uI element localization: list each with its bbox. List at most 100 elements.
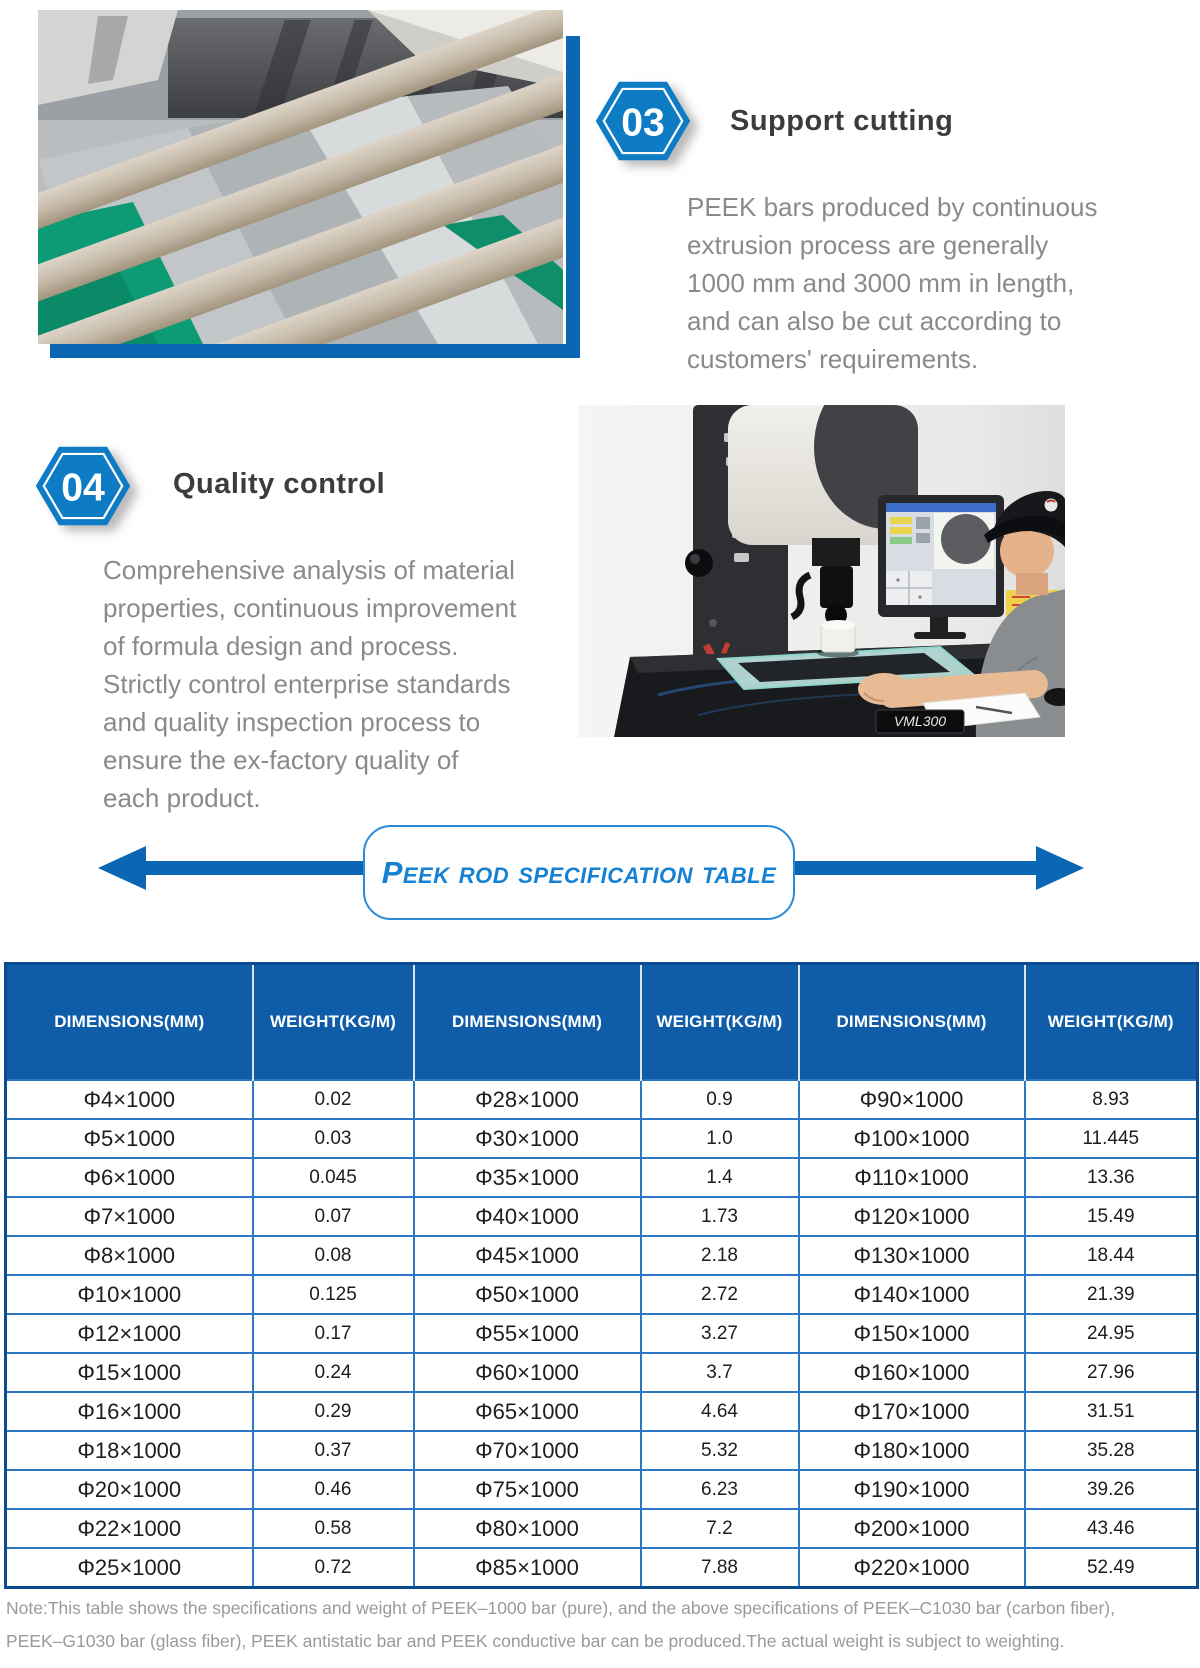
- table-row: Φ25×1000 0.72 Φ85×1000 7.88 Φ220×1000 52.49: [4, 1547, 1199, 1589]
- dimension-cell: Φ16×1000: [4, 1391, 254, 1432]
- dimension-cell: Φ25×1000: [4, 1547, 254, 1589]
- dimension-cell: Φ200×1000: [797, 1508, 1026, 1549]
- dimension-cell: Φ10×1000: [4, 1274, 254, 1315]
- weight-cell: 8.93: [1023, 1079, 1199, 1120]
- table-row: Φ18×1000 0.37 Φ70×1000 5.32 Φ180×1000 35.28: [4, 1430, 1199, 1471]
- dimension-cell: Φ150×1000: [797, 1313, 1026, 1354]
- weight-cell: 0.045: [251, 1157, 415, 1198]
- dimension-cell: Φ50×1000: [412, 1274, 642, 1315]
- dimension-cell: Φ30×1000: [412, 1118, 642, 1159]
- column-header: DIMENSIONS(MM): [5, 963, 253, 1080]
- peek-rods-photo: [38, 10, 563, 344]
- weight-cell: 0.17: [251, 1313, 415, 1354]
- section-04-badge: 04: [35, 446, 131, 526]
- weight-cell: 31.51: [1023, 1391, 1199, 1432]
- weight-cell: 27.96: [1023, 1352, 1199, 1393]
- weight-cell: 1.0: [639, 1118, 800, 1159]
- dimension-cell: Φ90×1000: [797, 1079, 1026, 1120]
- table-row: Φ4×1000 0.02 Φ28×1000 0.9 Φ90×1000 8.93: [4, 1079, 1199, 1120]
- table-note: Note:This table shows the specifications…: [6, 1598, 1115, 1651]
- table-row: Φ22×1000 0.58 Φ80×1000 7.2 Φ200×1000 43.46: [4, 1508, 1199, 1549]
- dimension-cell: Φ110×1000: [797, 1157, 1026, 1198]
- dimension-cell: Φ55×1000: [412, 1313, 642, 1354]
- spec-table-body: Φ4×1000 0.02 Φ28×1000 0.9 Φ90×1000 8.93 Φ5×100…: [4, 1079, 1199, 1589]
- section-04-title: Quality control: [173, 468, 386, 500]
- photo-blue-frame: [50, 36, 580, 358]
- dimension-cell: Φ100×1000: [797, 1118, 1026, 1159]
- weight-cell: 7.88: [639, 1547, 800, 1589]
- weight-cell: 11.445: [1023, 1118, 1199, 1159]
- dimension-cell: Φ75×1000: [412, 1469, 642, 1510]
- weight-cell: 0.58: [251, 1508, 415, 1549]
- weight-cell: 0.125: [251, 1274, 415, 1315]
- weight-cell: 35.28: [1023, 1430, 1199, 1471]
- dimension-cell: Φ7×1000: [4, 1196, 254, 1237]
- dimension-cell: Φ170×1000: [797, 1391, 1026, 1432]
- dimension-cell: Φ190×1000: [797, 1469, 1026, 1510]
- dimension-cell: Φ140×1000: [797, 1274, 1026, 1315]
- column-header: DIMENSIONS(MM): [797, 963, 1025, 1080]
- table-row: Φ10×1000 0.125 Φ50×1000 2.72 Φ140×1000 21.39: [4, 1274, 1199, 1315]
- weight-cell: 13.36: [1023, 1157, 1199, 1198]
- spec-table-banner: Peek rod specification table: [363, 825, 795, 920]
- dimension-cell: Φ70×1000: [412, 1430, 642, 1471]
- weight-cell: 21.39: [1023, 1274, 1199, 1315]
- dimension-cell: Φ35×1000: [412, 1157, 642, 1198]
- dimension-cell: Φ65×1000: [412, 1391, 642, 1432]
- weight-cell: 0.72: [251, 1547, 415, 1589]
- dimension-cell: Φ6×1000: [4, 1157, 254, 1198]
- dimension-cell: Φ12×1000: [4, 1313, 254, 1354]
- column-header: WEIGHT(KG/M): [251, 963, 414, 1080]
- weight-cell: 0.46: [251, 1469, 415, 1510]
- section-03-body: PEEK bars produced by continuous extrusi…: [687, 192, 1098, 374]
- dimension-cell: Φ5×1000: [4, 1118, 254, 1159]
- weight-cell: 0.08: [251, 1235, 415, 1276]
- weight-cell: 0.24: [251, 1352, 415, 1393]
- weight-cell: 39.26: [1023, 1469, 1199, 1510]
- column-header: DIMENSIONS(MM): [412, 963, 641, 1080]
- dimension-cell: Φ20×1000: [4, 1469, 254, 1510]
- table-row: Φ20×1000 0.46 Φ75×1000 6.23 Φ190×1000 39.26: [4, 1469, 1199, 1510]
- section-number: 04: [61, 466, 105, 509]
- spec-table-section: DIMENSIONS(MM) WEIGHT(KG/M) DIMENSIONS(MM)…: [4, 962, 1199, 1589]
- weight-cell: 5.32: [639, 1430, 800, 1471]
- spec-table-header-row: DIMENSIONS(MM) WEIGHT(KG/M) DIMENSIONS(MM)…: [5, 963, 1198, 1080]
- weight-cell: 52.49: [1023, 1547, 1199, 1589]
- weight-cell: 2.72: [639, 1274, 800, 1315]
- weight-cell: 2.18: [639, 1235, 800, 1276]
- weight-cell: 18.44: [1023, 1235, 1199, 1276]
- weight-cell: 0.9: [639, 1079, 800, 1120]
- machine-label: VML300: [894, 713, 946, 729]
- quality-control-photo: VML300: [578, 405, 1065, 737]
- weight-cell: 3.7: [639, 1352, 800, 1393]
- table-row: Φ6×1000 0.045 Φ35×1000 1.4 Φ110×1000 13.36: [4, 1157, 1199, 1198]
- section-03-title: Support cutting: [730, 105, 954, 137]
- dimension-cell: Φ8×1000: [4, 1235, 254, 1276]
- weight-cell: 6.23: [639, 1469, 800, 1510]
- dimension-cell: Φ45×1000: [412, 1235, 642, 1276]
- section-04-body: Comprehensive analysis of material prope…: [103, 555, 517, 813]
- spec-table-banner-title: Peek rod specification table: [381, 854, 777, 890]
- dimension-cell: Φ15×1000: [4, 1352, 254, 1393]
- table-row: Φ15×1000 0.24 Φ60×1000 3.7 Φ160×1000 27.96: [4, 1352, 1199, 1393]
- weight-cell: 1.4: [639, 1157, 800, 1198]
- weight-cell: 3.27: [639, 1313, 800, 1354]
- dimension-cell: Φ60×1000: [412, 1352, 642, 1393]
- banner-right-arrow-icon: [793, 846, 1084, 890]
- dimension-cell: Φ22×1000: [4, 1508, 254, 1549]
- banner-left-arrow-icon: [98, 846, 365, 890]
- dimension-cell: Φ180×1000: [797, 1430, 1026, 1471]
- section-03-badge: 03: [595, 81, 691, 161]
- dimension-cell: Φ160×1000: [797, 1352, 1026, 1393]
- weight-cell: 0.07: [251, 1196, 415, 1237]
- weight-cell: 0.03: [251, 1118, 415, 1159]
- weight-cell: 7.2: [639, 1508, 800, 1549]
- dimension-cell: Φ4×1000: [4, 1079, 254, 1120]
- weight-cell: 0.37: [251, 1430, 415, 1471]
- weight-cell: 43.46: [1023, 1508, 1199, 1549]
- weight-cell: 15.49: [1023, 1196, 1199, 1237]
- dimension-cell: Φ85×1000: [412, 1547, 642, 1589]
- table-row: Φ5×1000 0.03 Φ30×1000 1.0 Φ100×1000 11.445: [4, 1118, 1199, 1159]
- table-row: Φ16×1000 0.29 Φ65×1000 4.64 Φ170×1000 31.51: [4, 1391, 1199, 1432]
